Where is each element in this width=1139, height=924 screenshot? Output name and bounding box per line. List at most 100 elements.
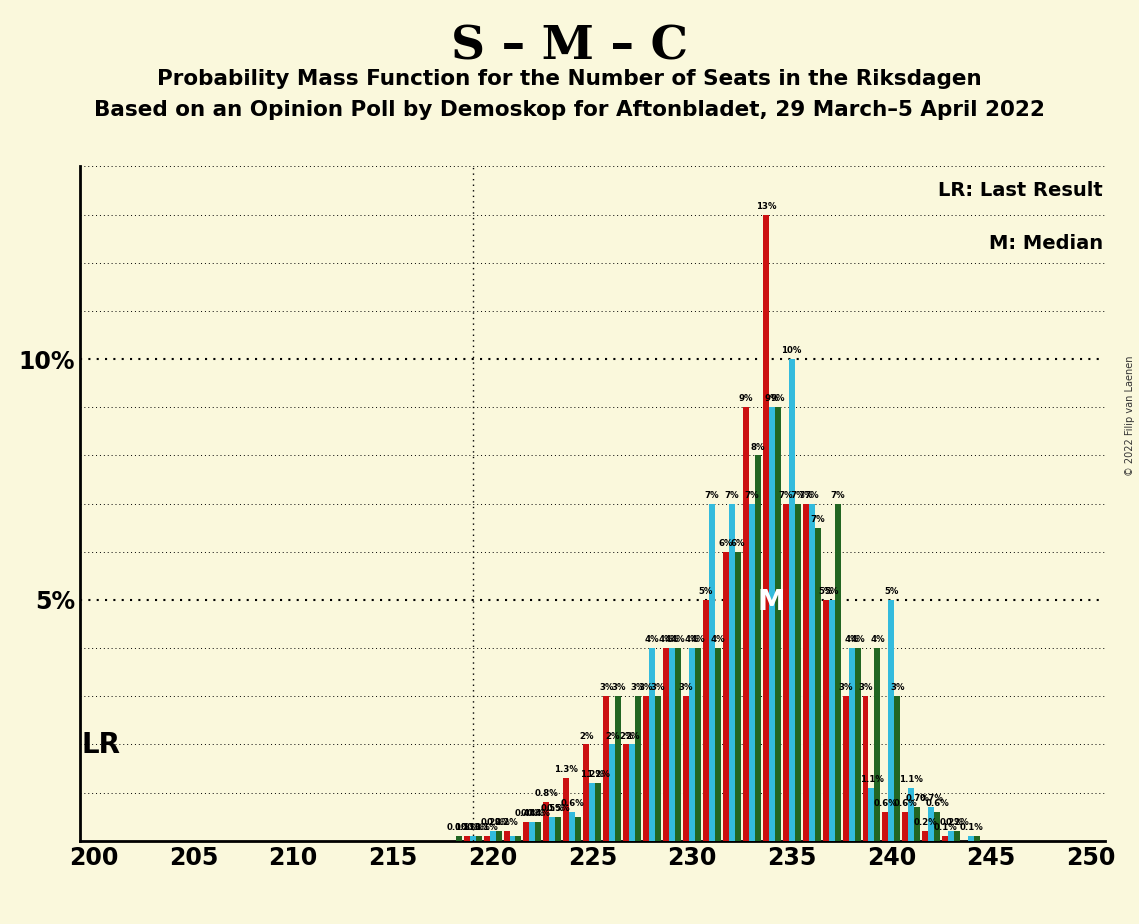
Bar	[782, 504, 788, 841]
Text: 3%: 3%	[631, 684, 646, 692]
Bar	[456, 836, 461, 841]
Text: 0.6%: 0.6%	[874, 799, 898, 808]
Bar	[902, 812, 909, 841]
Text: 7%: 7%	[790, 491, 805, 500]
Text: 8%: 8%	[751, 443, 765, 452]
Text: 3%: 3%	[599, 684, 614, 692]
Bar	[535, 821, 541, 841]
Bar	[596, 783, 601, 841]
Text: 1.1%: 1.1%	[900, 775, 924, 784]
Text: S – M – C: S – M – C	[451, 23, 688, 69]
Bar	[615, 697, 621, 841]
Bar	[669, 648, 675, 841]
Bar	[743, 407, 748, 841]
Text: 4%: 4%	[671, 636, 686, 644]
Bar	[954, 832, 960, 841]
Bar	[683, 697, 689, 841]
Bar	[583, 745, 589, 841]
Bar	[763, 214, 769, 841]
Bar	[509, 836, 516, 841]
Text: 9%: 9%	[738, 395, 753, 404]
Text: 4%: 4%	[850, 636, 865, 644]
Text: 3%: 3%	[838, 684, 853, 692]
Text: 4%: 4%	[645, 636, 659, 644]
Text: 0.5%: 0.5%	[547, 804, 571, 813]
Bar	[888, 600, 894, 841]
Text: 3%: 3%	[891, 684, 904, 692]
Bar	[769, 407, 775, 841]
Text: 0.1%: 0.1%	[475, 823, 499, 833]
Text: 0.6%: 0.6%	[925, 799, 949, 808]
Text: 0.1%: 0.1%	[959, 823, 983, 833]
Text: LR: Last Result: LR: Last Result	[939, 181, 1103, 200]
Text: 5%: 5%	[819, 587, 833, 596]
Text: 0.2%: 0.2%	[494, 819, 518, 827]
Text: 6%: 6%	[719, 539, 734, 548]
Bar	[923, 832, 928, 841]
Text: 6%: 6%	[730, 539, 745, 548]
Bar	[589, 783, 596, 841]
Text: 0.2%: 0.2%	[945, 819, 969, 827]
Text: 0.2%: 0.2%	[481, 819, 505, 827]
Text: 1.2%: 1.2%	[581, 771, 604, 779]
Text: 0.2%: 0.2%	[486, 819, 510, 827]
Bar	[723, 552, 729, 841]
Bar	[869, 788, 875, 841]
Bar	[604, 697, 609, 841]
Text: 10%: 10%	[781, 346, 802, 355]
Bar	[495, 832, 501, 841]
Bar	[464, 836, 469, 841]
Text: 4%: 4%	[870, 636, 885, 644]
Bar	[814, 528, 820, 841]
Bar	[503, 832, 509, 841]
Bar	[649, 648, 655, 841]
Bar	[715, 648, 721, 841]
Text: 4%: 4%	[658, 636, 673, 644]
Text: 0.1%: 0.1%	[461, 823, 484, 833]
Text: 0.4%: 0.4%	[521, 808, 544, 818]
Bar	[469, 836, 476, 841]
Text: 7%: 7%	[724, 491, 739, 500]
Bar	[862, 697, 869, 841]
Bar	[703, 600, 708, 841]
Text: 0.4%: 0.4%	[526, 808, 550, 818]
Bar	[909, 788, 915, 841]
Text: 0.7%: 0.7%	[919, 795, 943, 803]
Text: 13%: 13%	[755, 201, 776, 211]
Bar	[755, 456, 761, 841]
Bar	[775, 407, 780, 841]
Bar	[894, 697, 901, 841]
Bar	[974, 836, 981, 841]
Bar	[695, 648, 700, 841]
Bar	[484, 836, 490, 841]
Text: Based on an Opinion Poll by Demoskop for Aftonbladet, 29 March–5 April 2022: Based on an Opinion Poll by Demoskop for…	[95, 100, 1044, 120]
Bar	[644, 697, 649, 841]
Text: 3%: 3%	[859, 684, 872, 692]
Bar	[729, 504, 735, 841]
Text: 7%: 7%	[830, 491, 845, 500]
Bar	[934, 812, 941, 841]
Text: 0.5%: 0.5%	[541, 804, 564, 813]
Bar	[564, 778, 570, 841]
Text: M: Median: M: Median	[989, 234, 1103, 253]
Text: 0.8%: 0.8%	[534, 789, 558, 798]
Text: 5%: 5%	[884, 587, 899, 596]
Text: 3%: 3%	[650, 684, 665, 692]
Text: 0.1%: 0.1%	[467, 823, 491, 833]
Text: 7%: 7%	[778, 491, 793, 500]
Text: 0.1%: 0.1%	[446, 823, 470, 833]
Bar	[549, 817, 556, 841]
Bar	[543, 802, 549, 841]
Bar	[875, 648, 880, 841]
Bar	[843, 697, 849, 841]
Bar	[928, 808, 934, 841]
Bar	[476, 836, 482, 841]
Bar	[516, 836, 522, 841]
Text: 1.1%: 1.1%	[860, 775, 884, 784]
Text: 9%: 9%	[770, 395, 785, 404]
Bar	[663, 648, 669, 841]
Text: 7%: 7%	[804, 491, 819, 500]
Text: © 2022 Filip van Laenen: © 2022 Filip van Laenen	[1125, 356, 1134, 476]
Bar	[675, 648, 681, 841]
Text: M: M	[757, 589, 786, 616]
